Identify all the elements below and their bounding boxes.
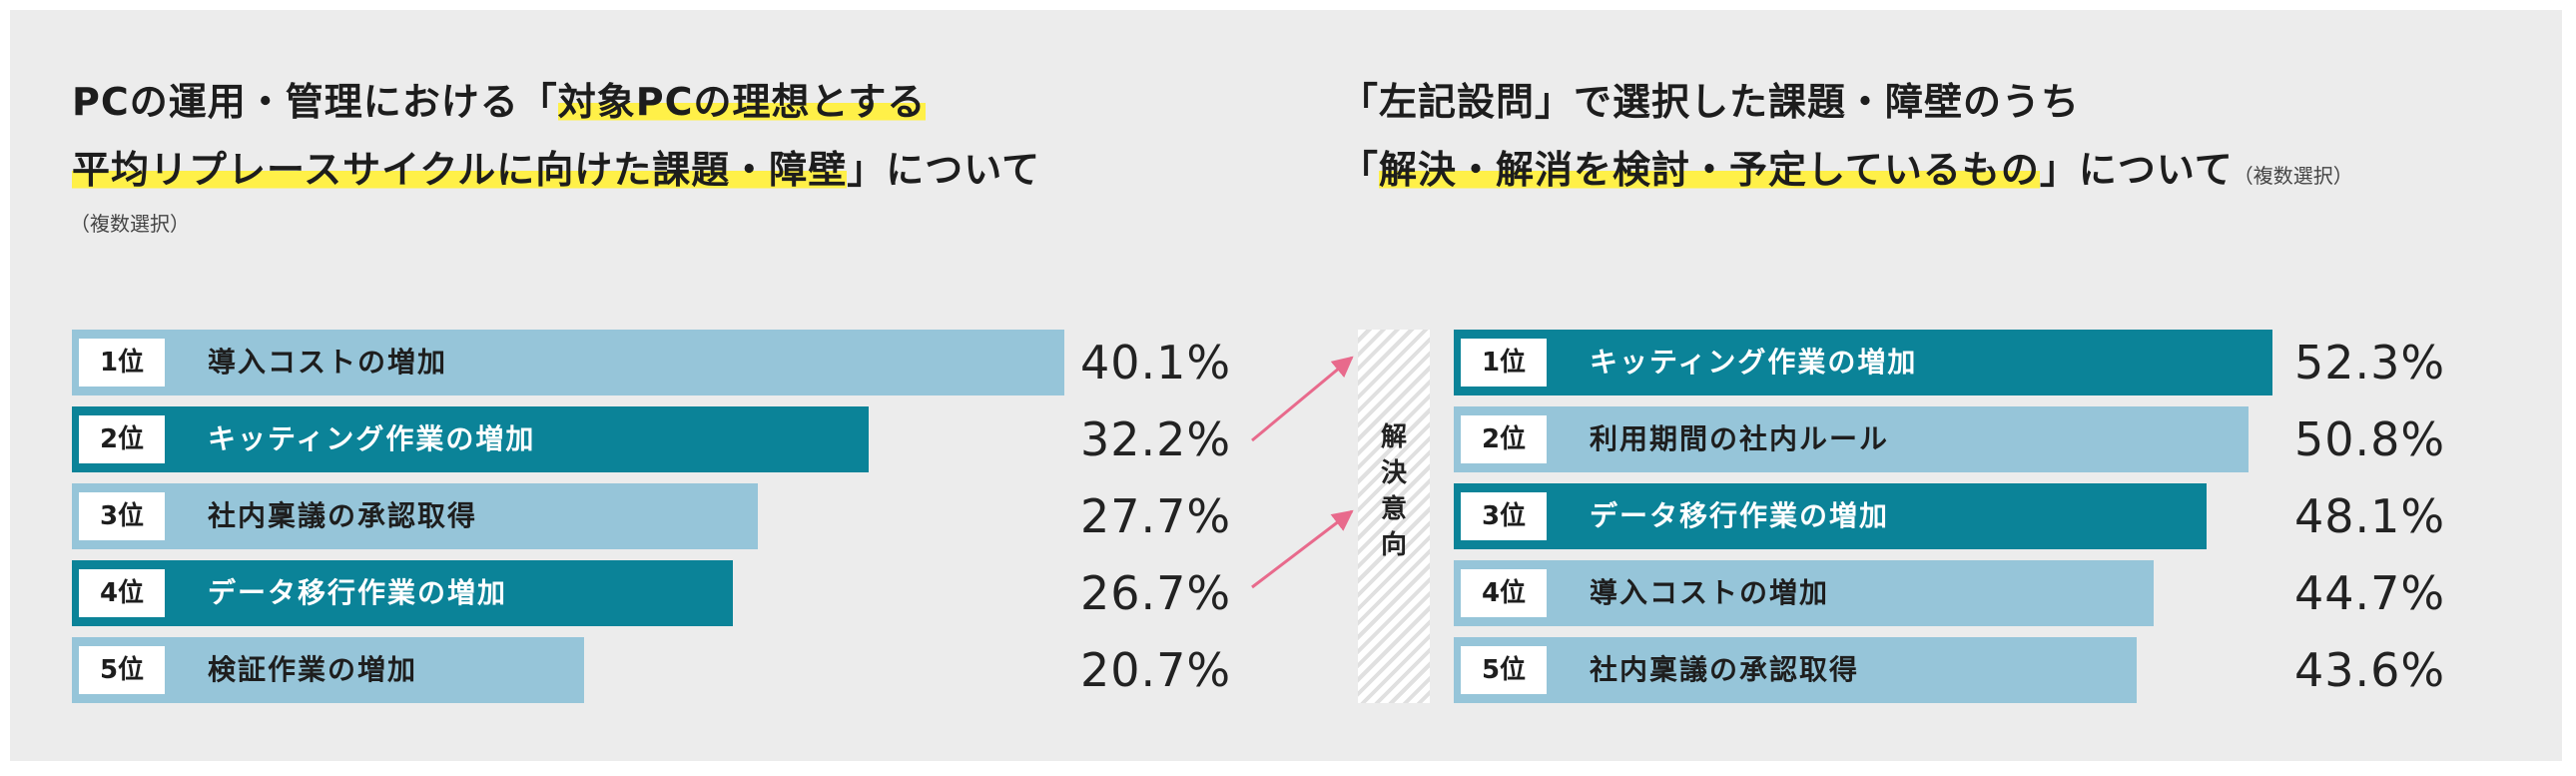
bar-value-label: 44.7%	[2294, 566, 2446, 620]
bar-value-label: 40.1%	[1080, 336, 1232, 389]
bar-value-label: 48.1%	[2294, 489, 2446, 543]
bar-2: 2位 キッティング作業の増加	[72, 406, 869, 472]
rank-badge: 3位	[76, 489, 168, 543]
bar-value-label: 52.3%	[2294, 336, 2446, 389]
rank-badge: 5位	[1458, 643, 1550, 697]
bar-2: 2位 利用期間の社内ルール	[1454, 406, 2249, 472]
left-title-plain-2: 」について	[847, 148, 1041, 192]
right-chart-title-line2: 「解決・解消を検討・予定しているもの」について（複数選択）	[1340, 136, 2353, 210]
rank-badge: 4位	[76, 566, 168, 620]
arrow-kitting	[1251, 356, 1354, 442]
divider-char: 決	[1380, 458, 1407, 488]
bar-value-label: 20.7%	[1080, 643, 1232, 697]
right-title-plain-1: 「左記設問」で選択した課題・障壁のうち	[1340, 80, 2081, 124]
bar-category-label: キッティング作業の増加	[208, 422, 536, 455]
left-title-plain-1: PCの運用・管理における「	[72, 80, 558, 124]
left-chart-title-line2: 平均リプレースサイクルに向けた課題・障壁」について	[72, 136, 1040, 204]
bar-category-label: 導入コストの増加	[1590, 576, 1830, 609]
bar-5: 5位 社内稟議の承認取得	[1454, 637, 2137, 703]
bar-category-label: 利用期間の社内ルール	[1590, 422, 1890, 455]
arrow-data-migration	[1251, 509, 1354, 589]
bar-4: 4位 導入コストの増加	[1454, 560, 2154, 626]
resolution-intent-divider	[1358, 330, 1430, 703]
bar-5: 5位 検証作業の増加	[72, 637, 584, 703]
bar-4: 4位 データ移行作業の増加	[72, 560, 733, 626]
bar-value-label: 50.8%	[2294, 412, 2446, 466]
left-chart-title-line1: PCの運用・管理における「対象PCの理想とする	[72, 68, 927, 136]
bar-category-label: データ移行作業の増加	[208, 576, 508, 609]
bar-1: 1位 導入コストの増加	[72, 330, 1064, 395]
rank-badge: 4位	[1458, 566, 1550, 620]
bar-category-label: データ移行作業の増加	[1590, 499, 1890, 532]
bar-category-label: 社内稟議の承認取得	[1590, 653, 1860, 686]
bar-category-label: 検証作業の増加	[208, 653, 418, 686]
left-title-highlight-1: 対象PCの理想とする	[557, 80, 927, 124]
bar-value-label: 26.7%	[1080, 566, 1232, 620]
bar-value-label: 27.7%	[1080, 489, 1232, 543]
rank-badge: 1位	[76, 336, 168, 389]
left-title-note: （複数選択）	[70, 212, 190, 236]
bar-category-label: 導入コストの増加	[208, 346, 448, 379]
divider-char: 向	[1380, 530, 1407, 560]
bar-3: 3位 データ移行作業の増加	[1454, 483, 2207, 549]
bar-1: 1位 キッティング作業の増加	[1454, 330, 2272, 395]
rank-badge: 3位	[1458, 489, 1550, 543]
left-title-highlight-2: 平均リプレースサイクルに向けた課題・障壁	[72, 148, 848, 192]
resolution-intent-label: 解決意向	[1358, 419, 1430, 563]
rank-badge: 5位	[76, 643, 168, 697]
right-title-note: （複数選択）	[2233, 164, 2353, 188]
bar-value-label: 43.6%	[2294, 643, 2446, 697]
right-title-plain-2: 」について	[2039, 148, 2234, 192]
bar-category-label: 社内稟議の承認取得	[208, 499, 478, 532]
right-chart-title-line1: 「左記設問」で選択した課題・障壁のうち	[1340, 68, 2080, 136]
rank-badge: 2位	[1458, 412, 1550, 466]
bar-category-label: キッティング作業の増加	[1590, 346, 1918, 379]
right-title-highlight: 解決・解消を検討・予定しているもの	[1379, 148, 2040, 192]
divider-char: 意	[1380, 494, 1407, 524]
divider-char: 解	[1380, 422, 1407, 452]
rank-badge: 1位	[1458, 336, 1550, 389]
right-title-open: 「	[1340, 148, 1380, 192]
rank-badge: 2位	[76, 412, 168, 466]
bar-value-label: 32.2%	[1080, 412, 1232, 466]
bar-3: 3位 社内稟議の承認取得	[72, 483, 758, 549]
